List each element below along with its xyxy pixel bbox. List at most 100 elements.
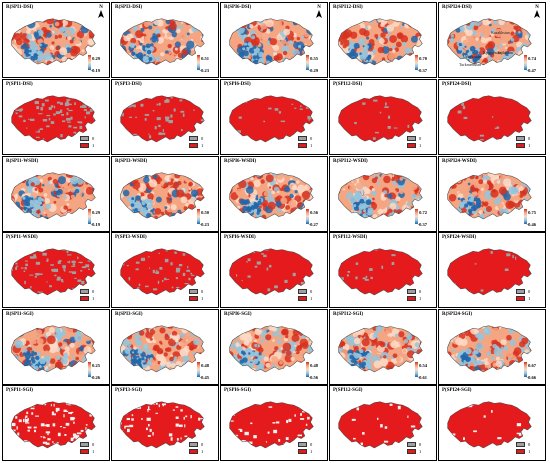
map-canvas [11,95,96,143]
legend-label-0: 0 [528,136,531,141]
colorbar-min-label: -0.19 [90,68,100,73]
region-outline [229,172,314,220]
region-outline [11,401,96,449]
map-panel: R(SPI1-SGI) 0.25 -0.26 [2,309,110,385]
legend-swatch-not-significant [189,136,198,141]
colorbar-max-label: 0.70 [419,56,427,61]
colorbar-min-label: -0.26 [90,375,100,380]
legend-swatch-significant [189,449,198,454]
panel-title: P(SPI12-SGI) [333,388,363,393]
colorbar-min-label: -0.27 [308,222,318,227]
colorbar-max-label: 0.50 [201,210,209,215]
panel-title: R(SPI24-DSI) [442,5,472,10]
map-canvas [229,401,314,449]
region-outline [120,95,205,143]
map-canvas [120,95,205,143]
panel-title: P(SPI3-SGI) [115,388,142,393]
panel-title: R(SPI24-WSDI) [442,159,477,164]
map-panel: R(SPI12-DSI) 0.70 -0.37 [329,2,437,78]
legend-label-0: 0 [528,442,531,447]
colorbar-max-label: 0.67 [528,363,536,368]
map-panel: P(SPI12-DSI) 0 1 [329,79,437,155]
map-canvas [338,172,423,220]
region-outline [229,95,314,143]
map-panel: P(SPI24-WSDI) 0 1 [438,232,546,308]
colorbar [524,55,527,70]
colorbar [197,209,200,224]
map-canvas [447,172,532,220]
legend-label-0: 0 [92,289,95,294]
colorbar-min-label: -0.46 [526,222,536,227]
legend-label-0: 0 [201,442,204,447]
colorbar [88,55,91,70]
region-outline [447,95,532,143]
map-panel: R(SPI3-DSI) 0.51 -0.23 [111,2,219,78]
legend-label-1: 1 [201,296,204,301]
legend-label-1: 1 [201,449,204,454]
region-outline [447,172,532,220]
region-outline [338,325,423,373]
legend-swatch-significant [516,296,525,301]
region-outline [11,172,96,220]
legend-label-1: 1 [310,449,313,454]
panel-title: R(SPI6-SGI) [224,312,252,317]
panel-title: R(SPI24-SGI) [442,312,473,317]
region-outline [338,401,423,449]
legend-label-1: 1 [419,449,422,454]
legend-swatch-not-significant [80,442,89,447]
legend-swatch-not-significant [298,136,307,141]
map-panel: R(SPI24-DSI) N Kazakhstan Kyrgyzstan Tajikis… [438,2,546,78]
region-outline [11,325,96,373]
legend-swatch-not-significant [189,289,198,294]
legend-label-1: 1 [201,143,204,148]
map-canvas [338,95,423,143]
colorbar-max-label: 0.48 [310,363,318,368]
legend-swatch-significant [298,143,307,148]
map-canvas [11,325,96,373]
legend-label-0: 0 [419,289,422,294]
north-label: N [317,5,321,10]
map-canvas [120,172,205,220]
region-label: Tajikistan [497,50,513,55]
region-outline [120,172,205,220]
map-panel: P(SPI6-SGI) 0 1 [220,385,328,461]
map-canvas [229,172,314,220]
map-panel: R(SPI24-WSDI) 0.75 -0.46 [438,156,546,232]
panel-title: R(SPI6-WSDI) [224,159,257,164]
colorbar-max-label: 0.29 [92,210,100,215]
region-outline [11,248,96,296]
map-panel: R(SPI3-SGI) 0.48 -0.45 [111,309,219,385]
map-canvas [120,401,205,449]
north-arrow-icon: N [96,5,106,18]
colorbar-min-label: -0.37 [417,68,427,73]
region-outline [447,325,532,373]
panel-title: P(SPI12-DSI) [333,82,363,87]
legend-swatch-significant [80,143,89,148]
map-panel: R(SPI6-DSI) N 0.55 -0.29 [220,2,328,78]
map-canvas [229,325,314,373]
region-outline [229,248,314,296]
panel-title: R(SPI12-WSDI) [333,159,368,164]
region-outline [338,248,423,296]
map-canvas [338,248,423,296]
map-panel: R(SPI12-WSDI) 0.72 -0.37 [329,156,437,232]
legend-swatch-significant [407,296,416,301]
legend-swatch-not-significant [516,136,525,141]
map-canvas [447,18,532,66]
colorbar-max-label: 0.74 [528,56,536,61]
legend-label-0: 0 [201,136,204,141]
map-canvas [11,18,96,66]
colorbar-max-label: 0.25 [92,363,100,368]
colorbar-max-label: 0.56 [310,210,318,215]
region-outline [229,401,314,449]
legend-label-0: 0 [310,289,313,294]
colorbar [306,362,309,377]
legend-label-0: 0 [310,136,313,141]
